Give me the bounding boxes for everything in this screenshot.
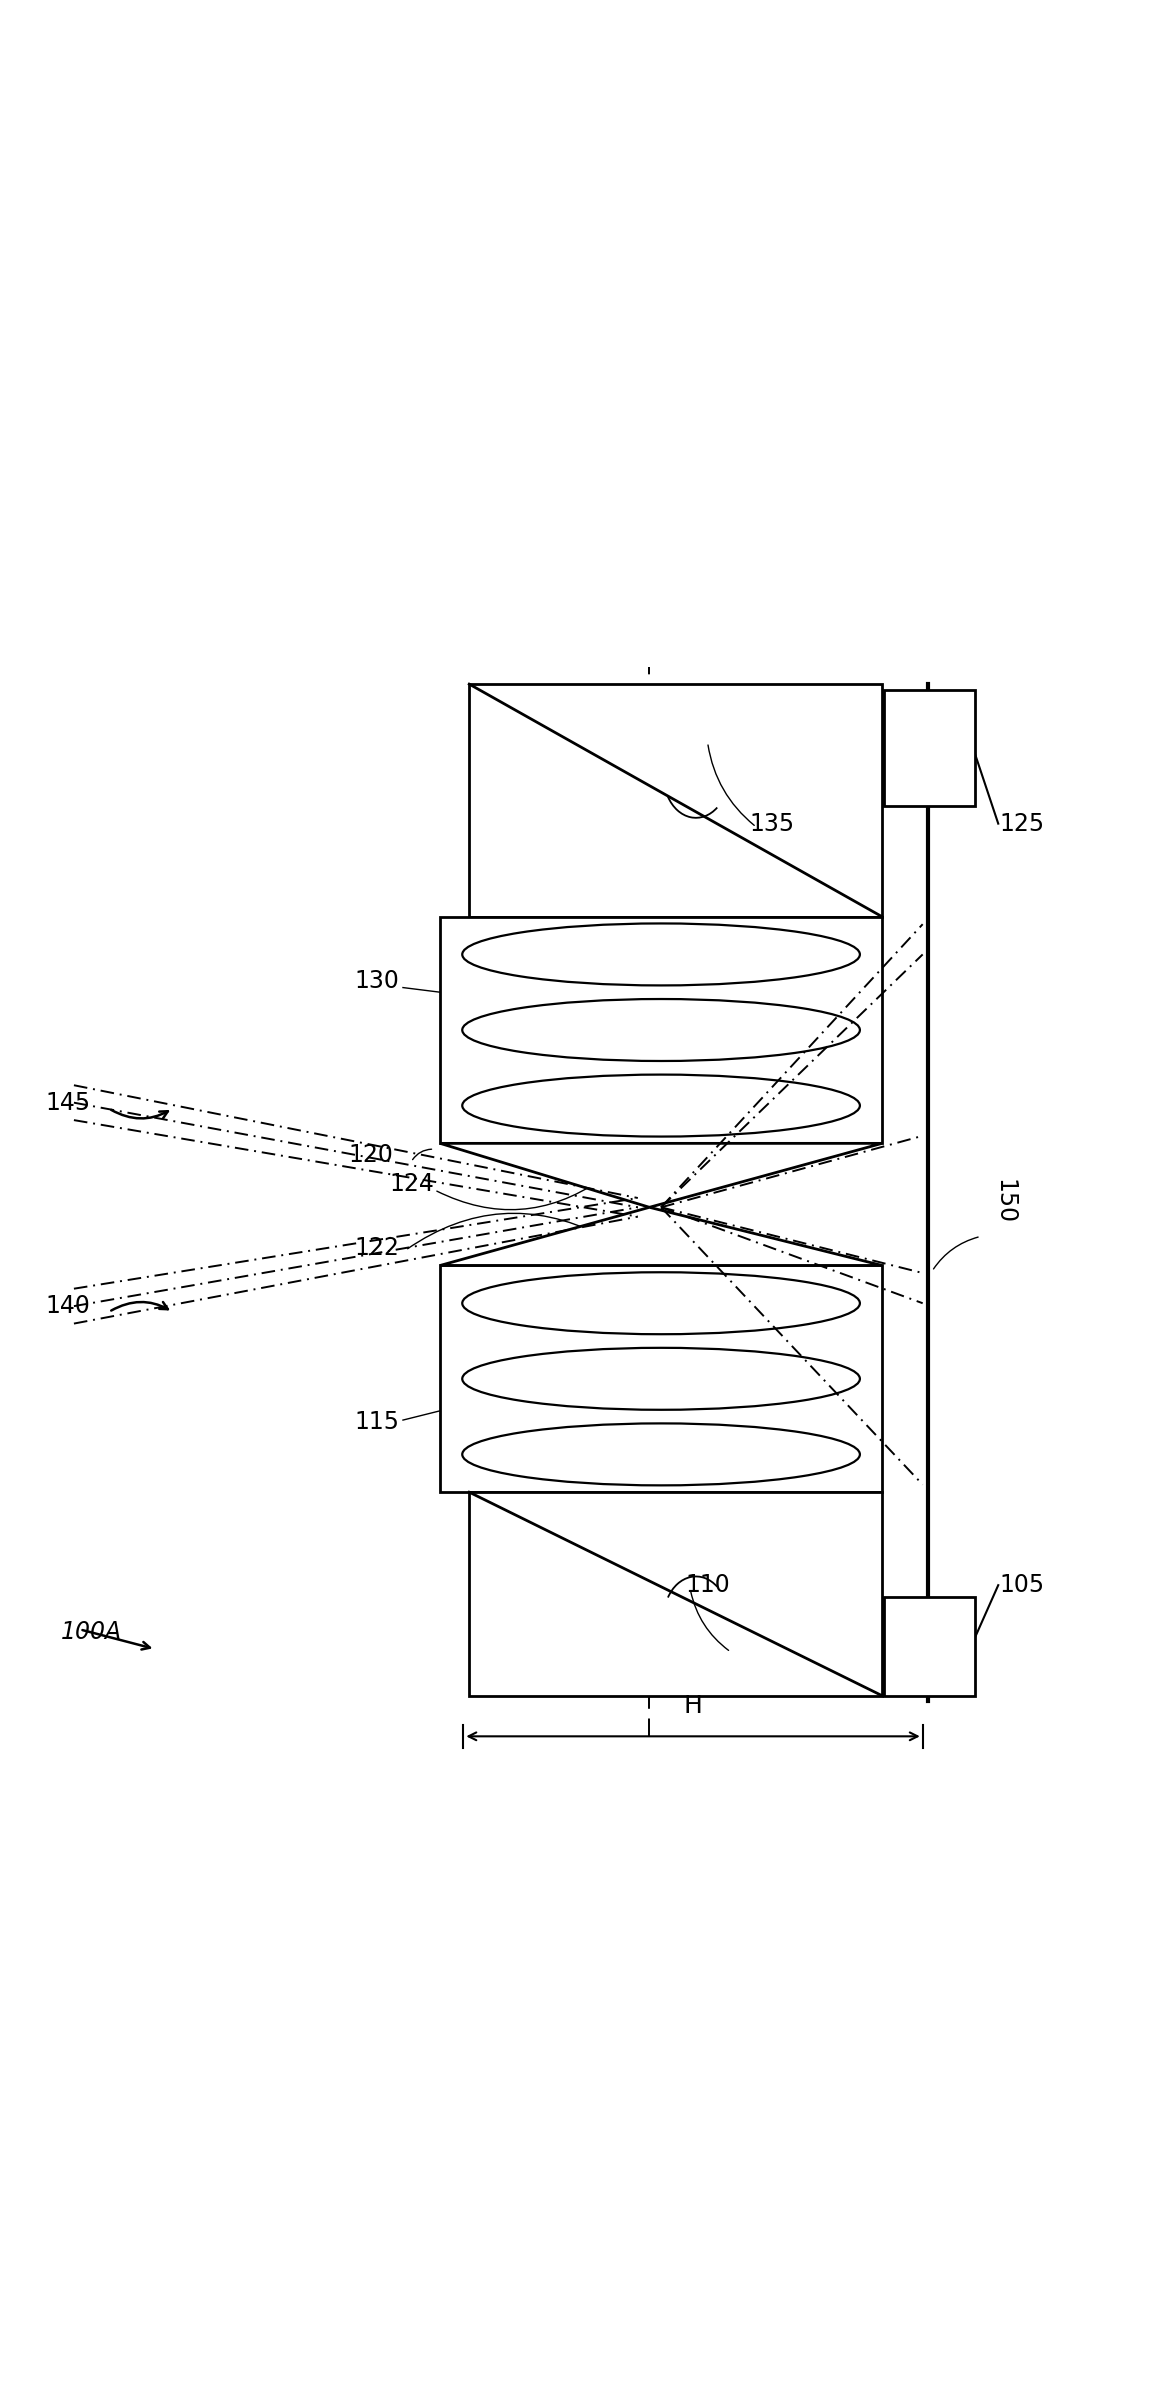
Ellipse shape [463, 1423, 860, 1485]
Bar [440, 1266, 882, 1492]
Text: 120: 120 [349, 1144, 393, 1168]
Text: 150: 150 [992, 1180, 1016, 1223]
Ellipse shape [463, 1074, 860, 1137]
Text: 105: 105 [999, 1574, 1045, 1598]
Bar [884, 1598, 975, 1697]
Text: 122: 122 [355, 1235, 399, 1259]
Text: 110: 110 [685, 1574, 730, 1598]
Ellipse shape [463, 1348, 860, 1411]
Bar [470, 1492, 882, 1697]
Bar [470, 685, 882, 916]
Ellipse shape [463, 1000, 860, 1062]
Ellipse shape [463, 923, 860, 985]
Text: 124: 124 [390, 1173, 434, 1197]
Ellipse shape [463, 1271, 860, 1334]
Bar [884, 690, 975, 805]
Text: 130: 130 [355, 968, 399, 992]
Text: 125: 125 [999, 812, 1045, 836]
Text: 135: 135 [749, 812, 794, 836]
Text: 140: 140 [46, 1295, 90, 1319]
Text: H: H [684, 1694, 703, 1718]
Text: 145: 145 [46, 1091, 90, 1115]
Text: 115: 115 [355, 1411, 399, 1435]
Text: 100A: 100A [61, 1620, 122, 1644]
Polygon shape [440, 1206, 882, 1266]
Bar [440, 916, 882, 1144]
Polygon shape [440, 1144, 882, 1206]
